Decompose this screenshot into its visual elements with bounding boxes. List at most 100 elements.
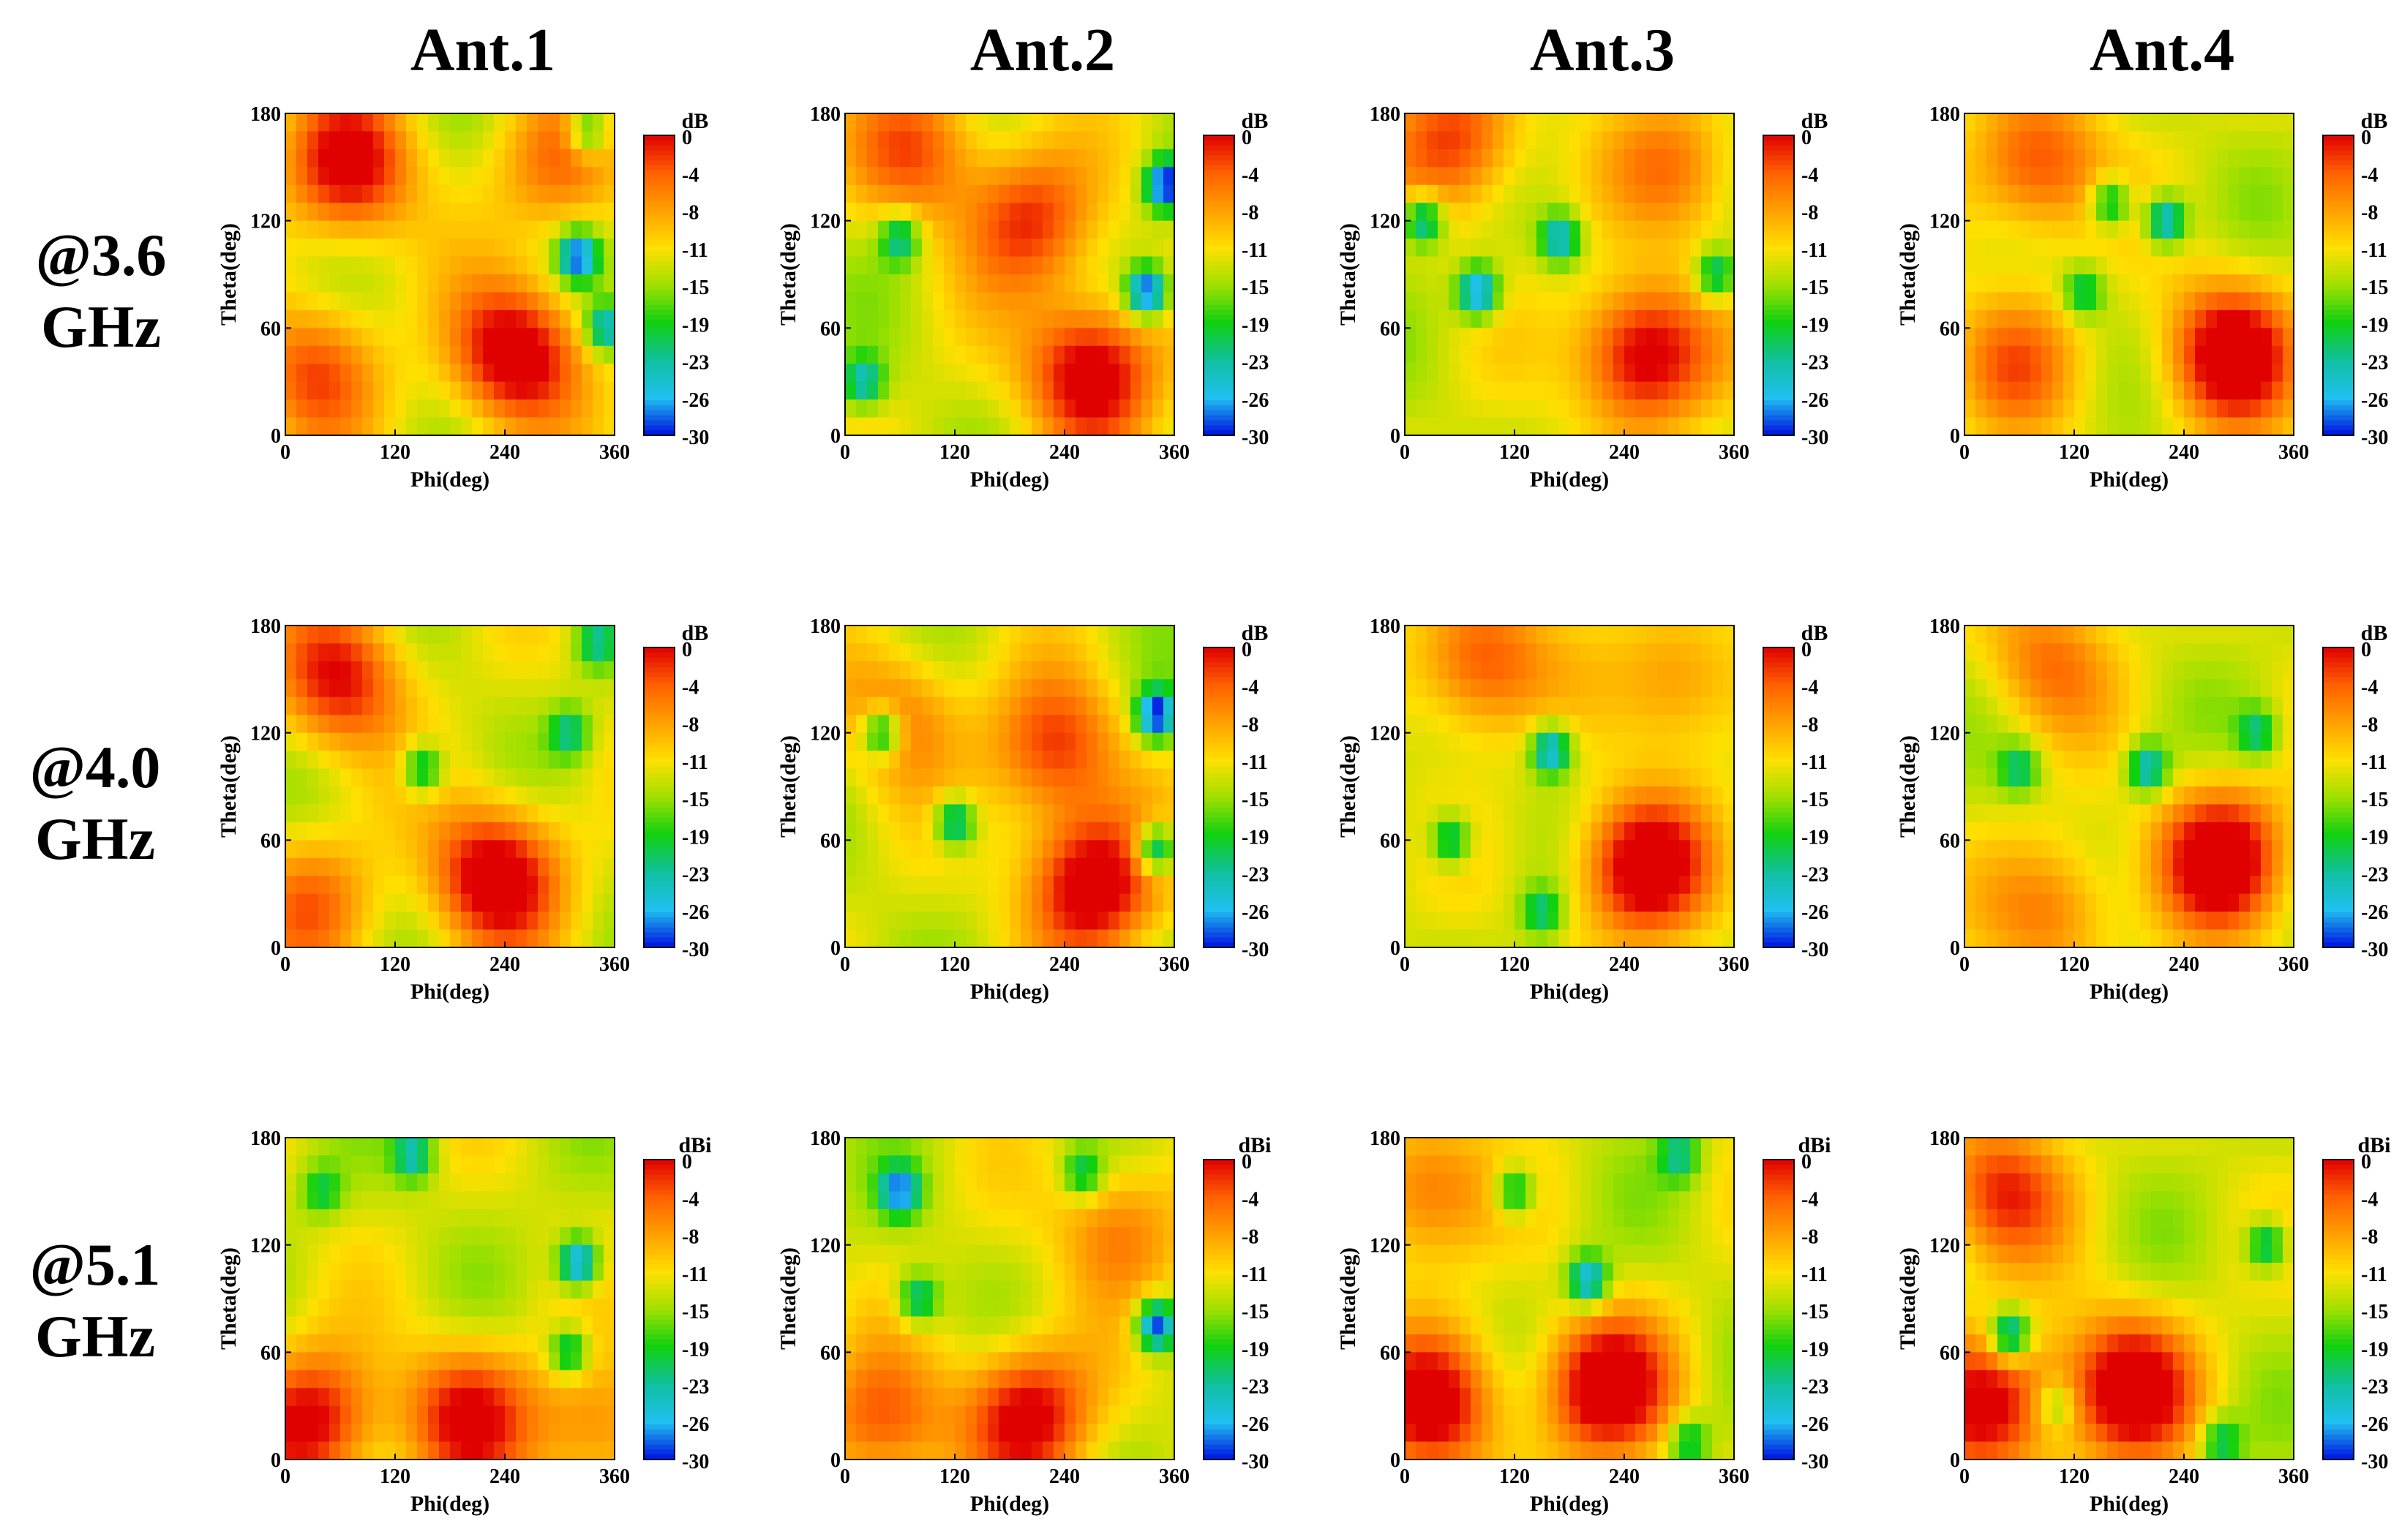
heatmap-cell [1141,310,1153,328]
heatmap-cell [2151,364,2163,382]
heatmap-cell [2129,894,2141,912]
column-title-ant4: Ant.4 [2052,15,2272,86]
heatmap-cell [1591,310,1603,328]
heatmap-cell [2217,399,2229,418]
colorbar-segment [1204,165,1234,170]
heatmap-cell [2041,697,2053,715]
heatmap-cell [2096,876,2108,894]
heatmap-cell [582,769,593,787]
heatmap-cell [988,661,999,680]
heatmap-cell [1536,221,1548,239]
heatmap-cell [2239,310,2251,328]
heatmap-cell [362,149,374,168]
heatmap-cell [351,661,363,680]
heatmap-cell [428,912,440,930]
heatmap-cell [549,715,560,733]
heatmap-cell [439,203,451,221]
heatmap-cell [505,894,517,912]
heatmap-cell [1449,149,1460,168]
heatmap-cell [1449,894,1460,912]
colorbar-tick-label: -15 [682,277,709,299]
colorbar-segment [2323,275,2354,280]
heatmap-cell [1086,257,1098,275]
heatmap-cell [867,131,879,149]
heatmap-cell [1427,912,1438,930]
heatmap-cell [307,274,319,293]
heatmap-cell [1460,399,1471,418]
heatmap-cell [373,679,385,697]
heatmap-cell [406,930,418,948]
heatmap-cell [867,894,879,912]
colorbar-segment [1204,753,1234,758]
heatmap-cell [1613,113,1625,132]
heatmap-cell [1558,149,1570,168]
heatmap-cell [439,292,451,310]
heatmap-cell [1119,769,1131,787]
colorbar-segment [2323,255,2354,260]
heatmap-cell [2239,185,2251,203]
colorbar-segment [1763,181,1794,186]
heatmap-cell [2228,328,2240,346]
heatmap-cell [296,310,308,328]
heatmap-cell [2019,858,2031,876]
heatmap-cell [1054,751,1065,769]
heatmap-cell [2217,858,2229,876]
heatmap-cell [1493,822,1504,841]
heatmap-cell [2129,858,2141,876]
heatmap-cell [384,876,396,894]
heatmap-cell [2173,257,2185,275]
heatmap-cell [1010,131,1021,149]
colorbar-segment [1204,933,1234,938]
heatmap-cell [867,697,879,715]
heatmap-cell [900,840,912,858]
heatmap-cell [1010,840,1021,858]
colorbar-segment [1204,335,1234,340]
heatmap-cell [1108,894,1120,912]
heatmap-cell [2030,697,2042,715]
heatmap-cell [307,679,319,697]
heatmap-cell [2019,930,2031,948]
heatmap-cell [1558,822,1570,841]
heatmap-cell [1515,310,1526,328]
heatmap-cell [1635,346,1647,364]
heatmap-cell [2030,894,2042,912]
heatmap-cell [2008,840,2020,858]
heatmap-cell [1558,715,1570,733]
x-axis-label: Phi(deg) [2090,980,2169,1004]
heatmap-cell [933,661,945,680]
heatmap-cell [395,399,407,418]
heatmap-cell [571,149,582,168]
colorbar-segment [1204,773,1234,778]
heatmap-cell [1021,310,1032,328]
heatmap-cell [2228,822,2240,841]
heatmap-cell [1975,786,1987,805]
heatmap-cell [318,418,330,436]
colorbar-segment [644,887,675,893]
heatmap-cell [384,399,396,418]
heatmap-cell [560,733,571,751]
heatmap-cell [1043,626,1054,644]
heatmap-cell [1460,697,1471,715]
heatmap-cell [1482,292,1493,310]
heatmap-cell [2118,804,2130,822]
heatmap-cell [2085,876,2097,894]
heatmap-cell [2085,203,2097,221]
heatmap-cell [373,203,385,221]
heatmap-cell [2052,643,2064,661]
heatmap-cell [1558,346,1570,364]
heatmap-cell [1471,382,1482,400]
heatmap-cell [604,364,615,382]
heatmap-cell [439,912,451,930]
heatmap-cell [2140,804,2152,822]
heatmap-cell [1438,257,1449,275]
colorbar-segment [2323,405,2354,410]
heatmap-cell [560,697,571,715]
heatmap-cell [1119,418,1131,436]
heatmap-cell [395,858,407,876]
heatmap-cell [1130,643,1142,661]
heatmap-cell [1438,185,1449,203]
colorbar-tick-label: 0 [682,639,692,661]
heatmap-cell [1701,679,1713,697]
heatmap-cell [549,751,560,769]
heatmap-cell [2151,930,2163,948]
